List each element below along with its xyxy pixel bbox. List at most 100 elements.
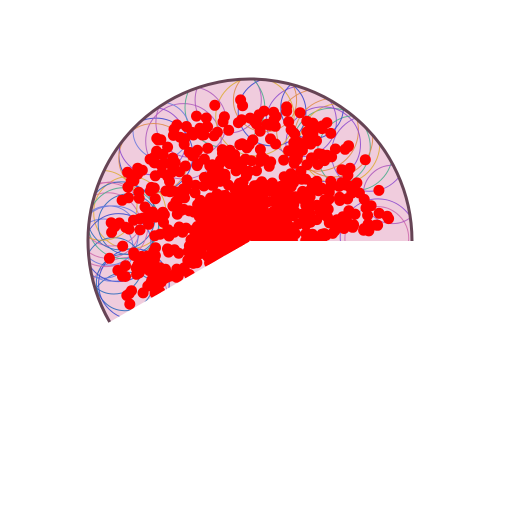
red-dot [316, 232, 328, 244]
red-dot [217, 116, 229, 128]
red-dot [126, 285, 137, 297]
red-dot [256, 151, 268, 163]
red-dot [373, 184, 385, 196]
red-dot [174, 266, 186, 278]
red-dot [381, 210, 393, 222]
red-dot [155, 134, 167, 146]
red-dot [150, 211, 162, 223]
red-dot [278, 154, 290, 166]
red-dot [294, 107, 306, 119]
red-dot [140, 253, 152, 265]
red-dot [204, 160, 216, 172]
red-dot [302, 133, 314, 145]
red-dot [241, 229, 253, 241]
red-dot [207, 195, 219, 207]
red-dot [268, 106, 280, 118]
red-dot [154, 265, 166, 277]
red-dot [359, 154, 371, 166]
red-dot [180, 222, 192, 234]
red-dot [192, 199, 204, 211]
red-dot [281, 105, 293, 117]
red-dot [323, 186, 335, 198]
outline-circle [215, 78, 295, 157]
red-dot [167, 185, 179, 197]
red-dot [269, 185, 281, 197]
red-dot [339, 143, 351, 155]
red-dot [296, 173, 308, 185]
red-dot [230, 190, 242, 202]
red-dot [150, 242, 161, 254]
red-dot [343, 205, 355, 217]
red-dot [216, 144, 228, 156]
red-dot [151, 145, 163, 157]
red-dot [234, 219, 246, 231]
red-dot [235, 94, 247, 106]
red-dot [285, 124, 297, 136]
red-dot [363, 225, 375, 237]
red-dot [124, 298, 136, 310]
dot-cloud [103, 94, 395, 310]
red-dot [128, 214, 139, 226]
red-dot [187, 150, 199, 162]
red-dot [207, 214, 219, 226]
red-dot [189, 254, 201, 266]
red-dot [237, 163, 249, 175]
red-dot [163, 244, 175, 256]
red-dot [289, 144, 301, 156]
red-dot [372, 219, 384, 231]
red-dot [109, 221, 121, 233]
red-dot [365, 200, 377, 212]
red-dot [209, 99, 221, 111]
red-dot [211, 126, 223, 138]
red-dot [261, 118, 273, 130]
red-dot [236, 114, 248, 126]
red-dot [251, 165, 262, 177]
red-dot [175, 204, 187, 216]
red-dot [336, 177, 348, 189]
red-dot [198, 129, 210, 141]
red-dot [103, 252, 115, 264]
red-dot [347, 180, 359, 192]
red-dot [162, 170, 173, 182]
red-dot [325, 127, 337, 139]
red-dot [173, 247, 185, 259]
red-dot [258, 210, 270, 222]
red-dot [182, 176, 194, 188]
red-dot [282, 192, 294, 204]
red-dot [334, 195, 346, 206]
red-dot [280, 177, 292, 189]
red-dot [247, 135, 258, 146]
red-dot [174, 131, 186, 143]
red-dot [322, 211, 334, 223]
red-dot [198, 180, 210, 192]
red-dot [120, 221, 132, 233]
red-dot [144, 185, 156, 197]
red-dot [149, 230, 161, 242]
red-dot [254, 125, 266, 137]
red-dot [279, 221, 291, 232]
red-dot [304, 191, 316, 203]
red-dot [265, 220, 276, 232]
red-dot [123, 192, 134, 204]
red-dot [256, 176, 268, 188]
red-dot [251, 193, 263, 205]
red-dot [200, 112, 212, 124]
red-dot [331, 214, 343, 226]
red-dot [291, 154, 303, 165]
red-dot [189, 230, 201, 242]
red-dot [209, 230, 221, 242]
red-dot [191, 110, 202, 122]
red-dot [117, 240, 129, 252]
red-dot [141, 211, 153, 223]
red-dot [134, 224, 146, 236]
red-dot [257, 230, 269, 242]
red-dot [263, 160, 275, 172]
red-dot [306, 177, 318, 189]
red-dot [251, 113, 263, 125]
red-dot [117, 270, 128, 282]
red-dot [139, 201, 151, 213]
red-dot [225, 214, 237, 226]
red-dot [133, 186, 145, 198]
red-dot [301, 115, 313, 127]
